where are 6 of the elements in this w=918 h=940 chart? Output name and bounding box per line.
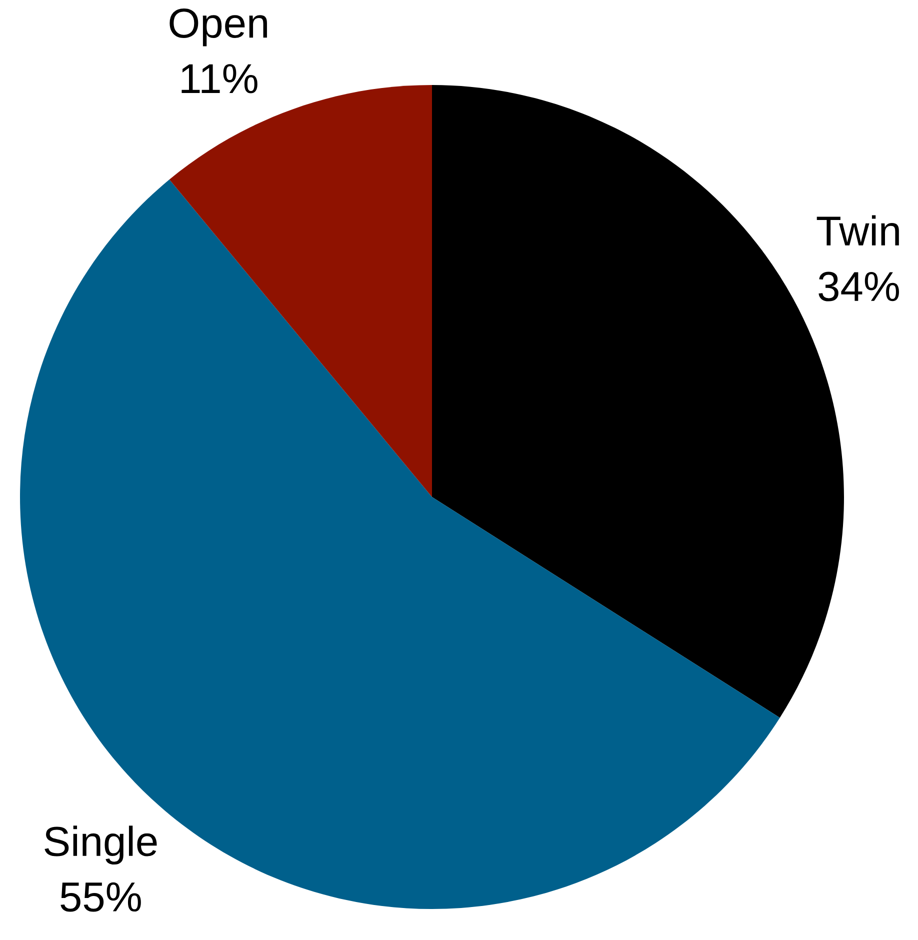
slice-label: Open (170, 8, 267, 46)
slice-label: Twin (816, 215, 899, 246)
data-label: 34% (818, 272, 899, 302)
data-label: 11% (182, 64, 258, 94)
data-label: 55% (60, 882, 141, 912)
slice-label: Single (44, 826, 157, 864)
